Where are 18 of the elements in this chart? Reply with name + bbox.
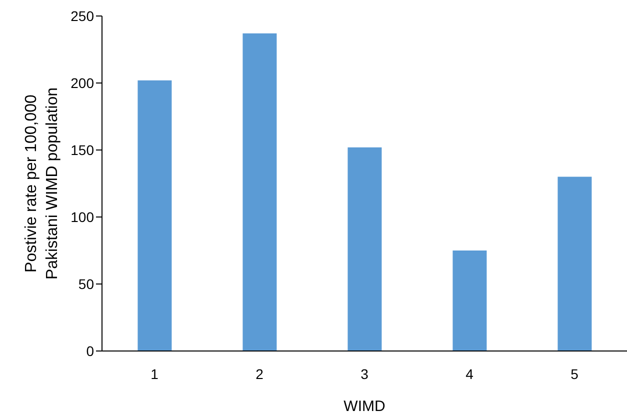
x-axis-title: WIMD (344, 398, 386, 415)
x-tick-label: 4 (466, 366, 474, 382)
y-tick-label: 150 (70, 142, 94, 158)
x-tick-label: 3 (360, 366, 369, 382)
bar (348, 147, 382, 351)
y-tick-label: 200 (70, 74, 94, 91)
bar (138, 80, 172, 351)
x-tick-label: 5 (570, 366, 579, 382)
y-axis-title: Postivie rate per 100,000 Pakistani WIMD population (23, 87, 61, 280)
y-tick-label: 250 (70, 8, 94, 24)
bar (558, 176, 592, 351)
y-tick-label: 100 (70, 208, 94, 225)
bar (242, 33, 277, 351)
y-tick-label: 0 (86, 342, 94, 359)
y-tick-label: 50 (78, 276, 94, 292)
x-tick-label: 1 (150, 366, 159, 382)
x-tick-label: 2 (256, 366, 264, 382)
bar (452, 250, 487, 351)
